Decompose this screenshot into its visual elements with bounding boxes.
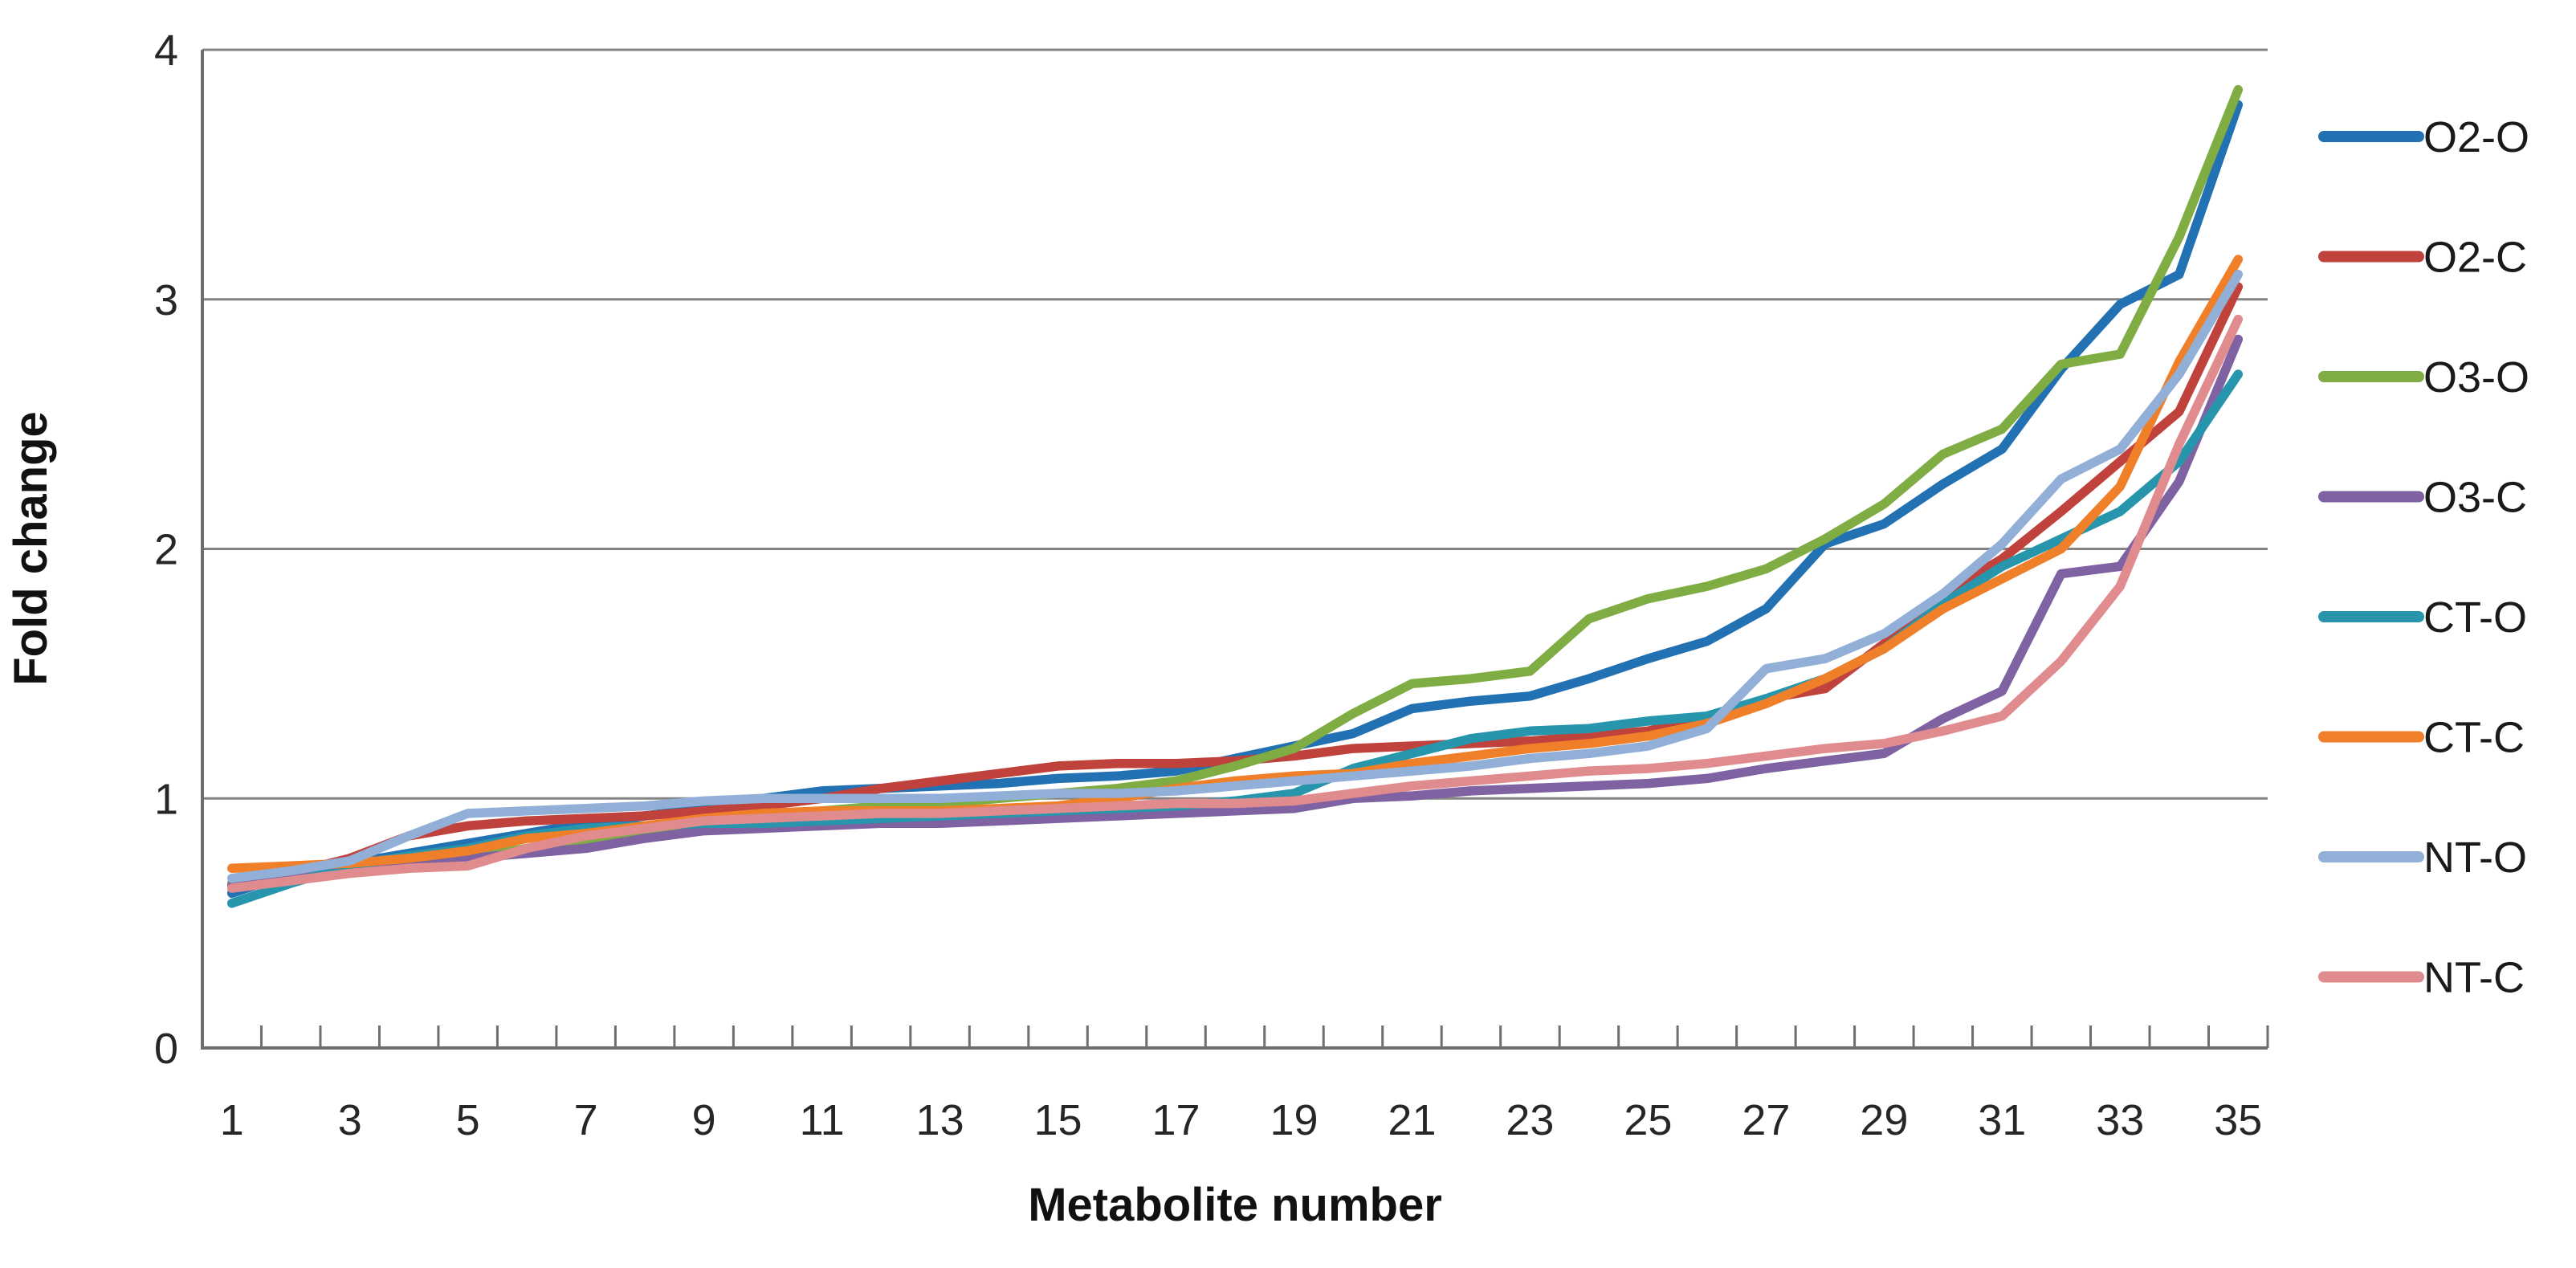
series-line-NT-C (226, 314, 2244, 893)
x-tick-label-3: 3 (338, 1096, 362, 1144)
series-line-O2-O (226, 100, 2244, 899)
y-tick-label-3: 3 (154, 276, 178, 324)
legend-item-O3-C: O3-C (2318, 474, 2527, 522)
y-tick-label-4: 4 (154, 27, 178, 75)
legend-label-CT-O: CT-O (2423, 593, 2527, 642)
x-tick-label-29: 29 (1860, 1096, 1908, 1144)
legend: O2-O O2-C O3-O O3-C CT-O CT-C NT-O NT-C (2318, 113, 2529, 1002)
legend-item-CT-O: CT-O (2318, 593, 2527, 642)
x-tick-label-11: 11 (800, 1096, 845, 1144)
x-tick-label-31: 31 (1978, 1096, 2026, 1144)
x-tick-label-19: 19 (1270, 1096, 1318, 1144)
x-tick-label-1: 1 (220, 1096, 244, 1144)
legend-label-NT-O: NT-O (2423, 834, 2527, 882)
legend-item-NT-C: NT-C (2318, 954, 2525, 1002)
x-axis-title: Metabolite number (1028, 1179, 1442, 1231)
x-tick-label-7: 7 (574, 1096, 598, 1144)
x-tick-label-21: 21 (1388, 1096, 1436, 1144)
legend-label-CT-C: CT-C (2423, 714, 2525, 762)
x-tick-label-27: 27 (1742, 1096, 1790, 1144)
series-line-CT-C (226, 255, 2244, 874)
x-tick-label-13: 13 (916, 1096, 964, 1144)
legend-item-O2-C: O2-C (2318, 234, 2527, 282)
x-tick-label-15: 15 (1034, 1096, 1082, 1144)
legend-item-O2-O: O2-O (2318, 113, 2529, 161)
x-tick-label-17: 17 (1151, 1096, 1200, 1144)
y-tick-label-2: 2 (154, 526, 178, 574)
x-tick-label-25: 25 (1624, 1096, 1672, 1144)
gridlines (202, 48, 2268, 800)
axes (201, 50, 2268, 1050)
y-tick-label-0: 0 (154, 1025, 178, 1073)
legend-item-O3-O: O3-O (2318, 353, 2529, 402)
legend-label-O2-O: O2-O (2423, 113, 2529, 161)
series-lines (226, 84, 2244, 908)
legend-label-O3-C: O3-C (2423, 474, 2527, 522)
x-tick-label-23: 23 (1506, 1096, 1554, 1144)
y-tick-label-1: 1 (154, 775, 178, 823)
y-axis-title: Fold change (5, 411, 57, 686)
legend-item-CT-C: CT-C (2318, 714, 2525, 762)
series-line-O2-C (226, 282, 2244, 888)
legend-label-NT-C: NT-C (2423, 954, 2525, 1002)
x-tick-label-9: 9 (692, 1096, 716, 1144)
legend-label-O3-O: O3-O (2423, 353, 2529, 402)
legend-item-NT-O: NT-O (2318, 834, 2527, 882)
x-tick-marks (201, 1025, 2269, 1048)
x-tick-label-33: 33 (2096, 1096, 2144, 1144)
x-tick-label-5: 5 (456, 1096, 480, 1144)
legend-label-O2-C: O2-C (2423, 234, 2527, 282)
x-tick-label-35: 35 (2214, 1096, 2262, 1144)
series-line-NT-O (226, 269, 2244, 883)
